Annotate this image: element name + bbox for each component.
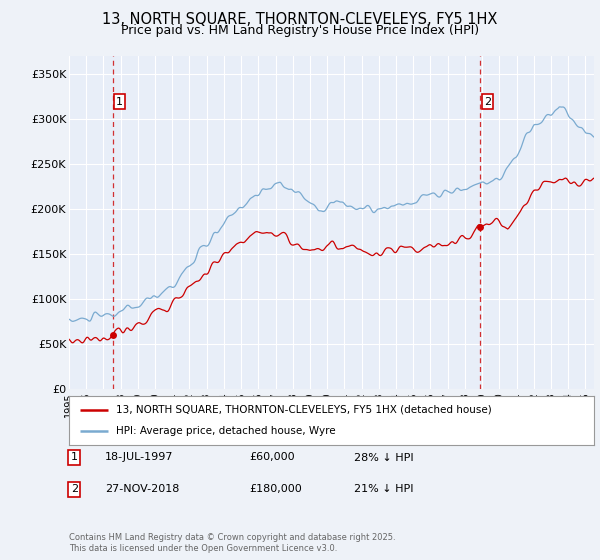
Text: £180,000: £180,000 bbox=[249, 484, 302, 494]
Text: £60,000: £60,000 bbox=[249, 452, 295, 463]
Text: 27-NOV-2018: 27-NOV-2018 bbox=[105, 484, 179, 494]
Text: 28% ↓ HPI: 28% ↓ HPI bbox=[354, 452, 413, 463]
Text: 2: 2 bbox=[484, 96, 491, 106]
Text: 1: 1 bbox=[71, 452, 78, 463]
Text: 13, NORTH SQUARE, THORNTON-CLEVELEYS, FY5 1HX: 13, NORTH SQUARE, THORNTON-CLEVELEYS, FY… bbox=[103, 12, 497, 27]
Text: Contains HM Land Registry data © Crown copyright and database right 2025.
This d: Contains HM Land Registry data © Crown c… bbox=[69, 533, 395, 553]
Text: HPI: Average price, detached house, Wyre: HPI: Average price, detached house, Wyre bbox=[116, 426, 336, 436]
Text: Price paid vs. HM Land Registry's House Price Index (HPI): Price paid vs. HM Land Registry's House … bbox=[121, 24, 479, 37]
Text: 18-JUL-1997: 18-JUL-1997 bbox=[105, 452, 173, 463]
Text: 13, NORTH SQUARE, THORNTON-CLEVELEYS, FY5 1HX (detached house): 13, NORTH SQUARE, THORNTON-CLEVELEYS, FY… bbox=[116, 405, 492, 415]
Text: 21% ↓ HPI: 21% ↓ HPI bbox=[354, 484, 413, 494]
Text: 2: 2 bbox=[71, 484, 78, 494]
Text: 1: 1 bbox=[116, 96, 123, 106]
